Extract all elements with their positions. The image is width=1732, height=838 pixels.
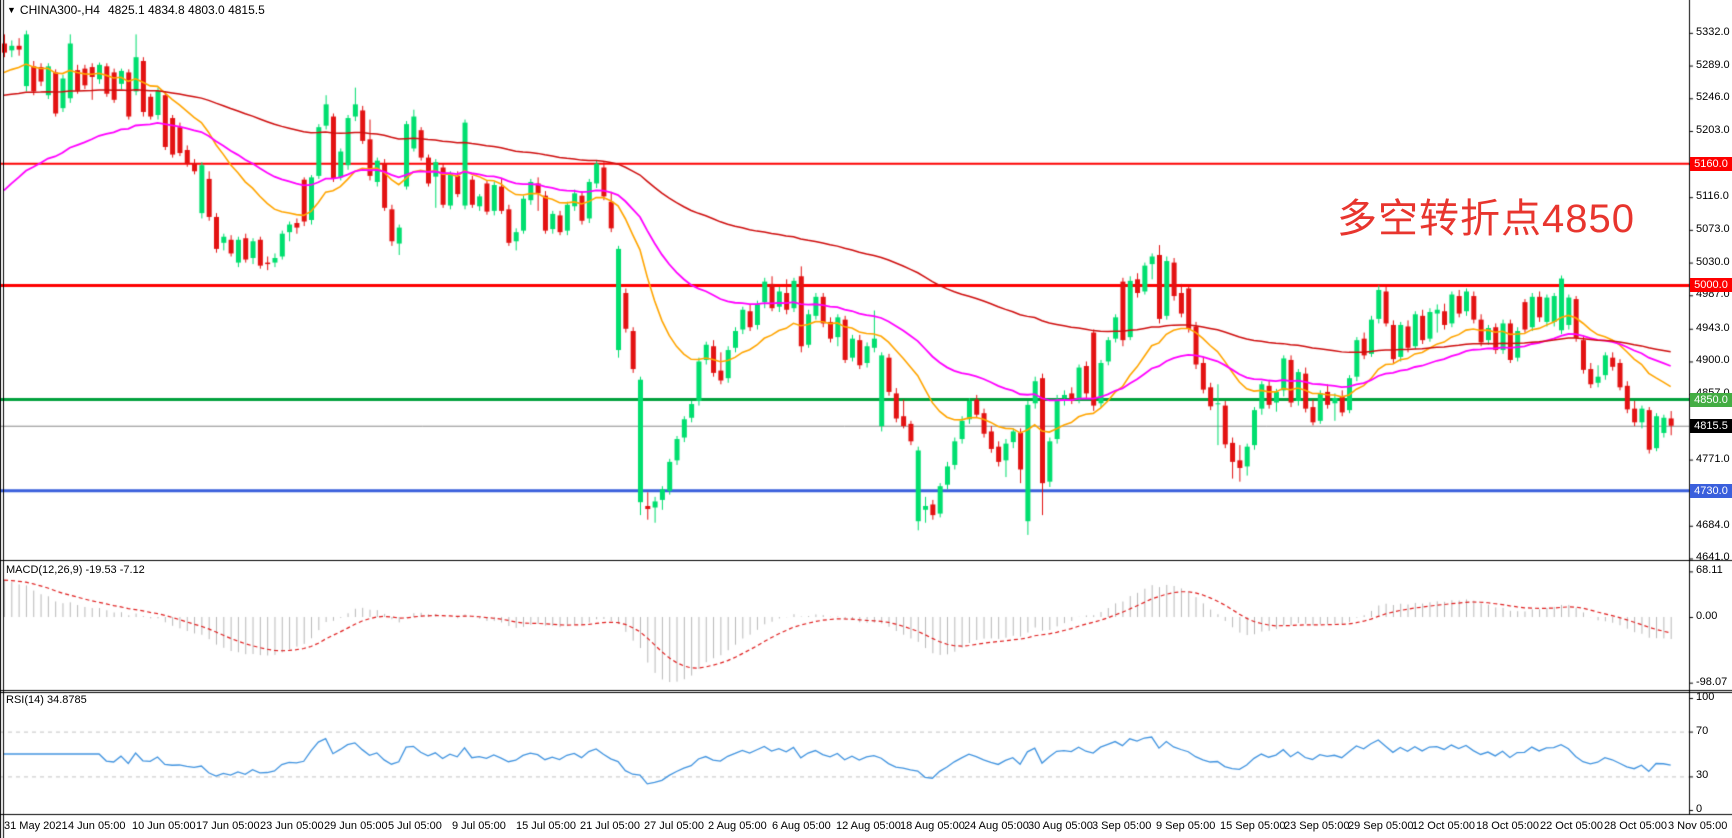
price-chart-canvas[interactable] xyxy=(0,0,1732,838)
trading-chart-window: ▼ CHINA300-,H4 4825.1 4834.8 4803.0 4815.5… xyxy=(0,0,1732,838)
